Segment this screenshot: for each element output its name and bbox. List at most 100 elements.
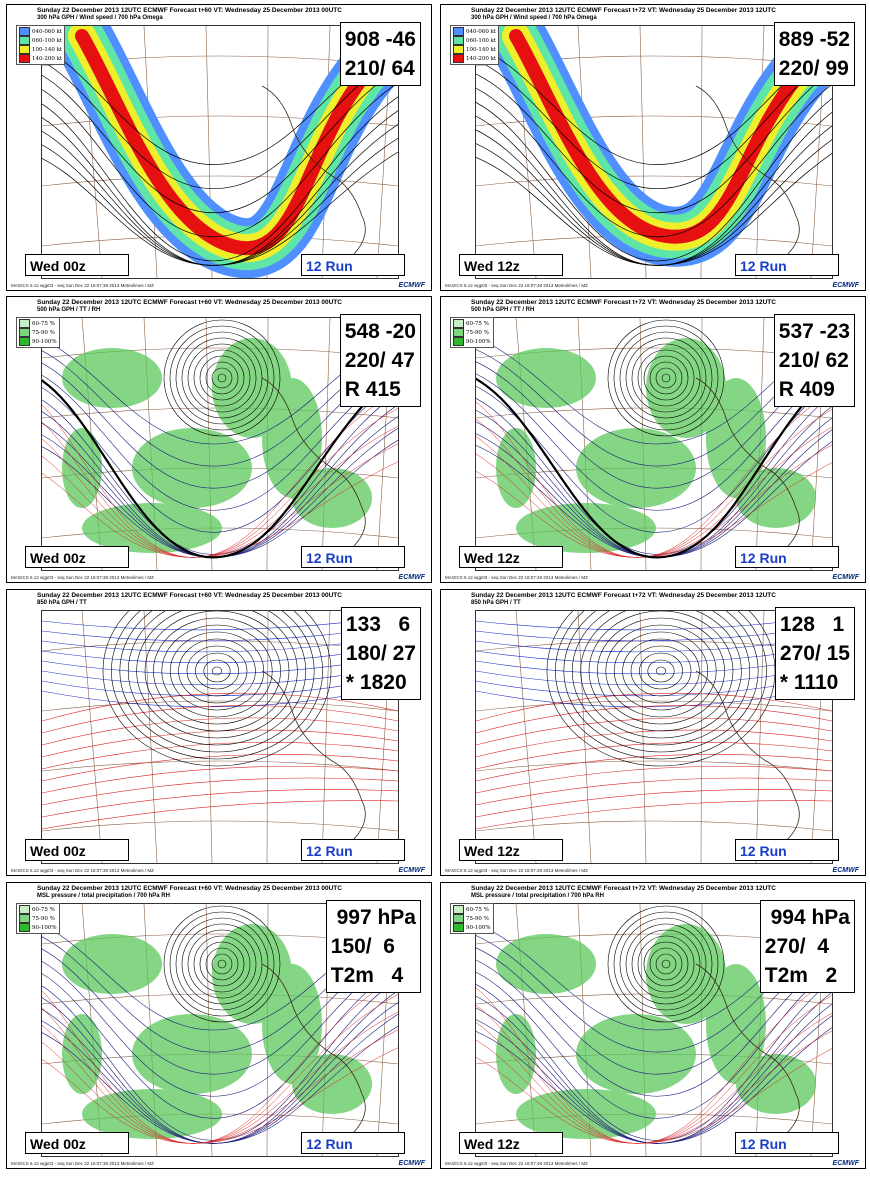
- ecmwf-logo: ECMWF: [832, 282, 859, 289]
- panel-footer: MAGICS 6.12 wgp03 - seq Sun Dec 22 18:07…: [11, 868, 154, 873]
- weather-map: [475, 317, 833, 571]
- panel-footer: MAGICS 6.12 wgp03 - seq Sun Dec 22 18:07…: [445, 283, 588, 288]
- legend-label: 140-200 kt: [466, 55, 497, 62]
- panel-header: Sunday 22 December 2013 12UTC ECMWF Fore…: [471, 885, 776, 892]
- legend-item: 060-100 kt: [453, 36, 496, 45]
- legend-swatch: [453, 319, 464, 328]
- ecmwf-logo: ECMWF: [398, 574, 425, 581]
- legend-swatch: [453, 923, 464, 932]
- map-canvas: [476, 611, 832, 863]
- legend-swatch: [453, 54, 464, 63]
- legend-item: 75-90 %: [453, 328, 491, 337]
- legend-label: 75-90 %: [32, 329, 55, 336]
- legend-label: 90-100%: [32, 338, 57, 345]
- ecmwf-logo: ECMWF: [832, 1160, 859, 1167]
- valid-day-label: Wed 00z: [25, 839, 129, 861]
- info-box: 537 -23 210/ 62 R 409: [773, 314, 855, 407]
- legend-item: 60-75 %: [19, 905, 57, 914]
- legend-item: 90-100%: [19, 923, 57, 932]
- panel-header: Sunday 22 December 2013 12UTC ECMWF Fore…: [37, 592, 342, 599]
- legend-label: 040-060 kt: [32, 28, 63, 35]
- ecmwf-logo: ECMWF: [398, 867, 425, 874]
- panel-header: Sunday 22 December 2013 12UTC ECMWF Fore…: [471, 7, 776, 14]
- legend-swatch: [19, 54, 30, 63]
- legend: 60-75 % 75-90 % 90-100%: [450, 317, 494, 348]
- legend-item: 140-200 kt: [453, 54, 496, 63]
- panel-header: Sunday 22 December 2013 12UTC ECMWF Fore…: [37, 885, 342, 892]
- panel-header: Sunday 22 December 2013 12UTC ECMWF Fore…: [37, 7, 342, 14]
- panel-subtitle: 500 hPa GPH / TT / RH: [471, 307, 535, 313]
- valid-day-label: Wed 00z: [25, 546, 129, 568]
- valid-day-label: Wed 00z: [25, 1132, 129, 1154]
- legend-swatch: [19, 36, 30, 45]
- panel-subtitle: 300 hPa GPH / Wind speed / 700 hPa Omega: [37, 15, 163, 21]
- map-canvas: [42, 26, 398, 278]
- valid-day-label: Wed 12z: [459, 546, 563, 568]
- legend-swatch: [453, 45, 464, 54]
- map-canvas: [476, 318, 832, 570]
- legend-label: 90-100%: [32, 924, 57, 931]
- legend-swatch: [453, 905, 464, 914]
- legend-label: 75-90 %: [466, 915, 489, 922]
- panel-subtitle: MSL pressure / total precipitation / 700…: [471, 893, 604, 899]
- chart-panel-300hpa-t72: Sunday 22 December 2013 12UTC ECMWF Fore…: [440, 4, 866, 291]
- weather-map: [475, 25, 833, 279]
- legend-swatch: [453, 36, 464, 45]
- legend-label: 140-200 kt: [32, 55, 63, 62]
- panel-subtitle: 850 hPa GPH / TT: [471, 600, 521, 606]
- info-box: 133 6 180/ 27 * 1820: [340, 607, 421, 700]
- legend-item: 140-200 kt: [19, 54, 62, 63]
- chart-panel-300hpa-t60: Sunday 22 December 2013 12UTC ECMWF Fore…: [6, 4, 432, 291]
- run-label: 12 Run: [301, 254, 405, 276]
- weather-map: [41, 610, 399, 864]
- weather-map: [41, 25, 399, 279]
- legend-label: 60-75 %: [32, 320, 55, 327]
- map-canvas: [42, 904, 398, 1156]
- legend-item: 75-90 %: [19, 328, 57, 337]
- legend: 040-060 kt 060-100 kt 100-140 kt 140-200 kt: [16, 25, 66, 65]
- legend-swatch: [19, 45, 30, 54]
- chart-panel-850hpa-t60: Sunday 22 December 2013 12UTC ECMWF Fore…: [6, 589, 432, 876]
- legend-label: 060-100 kt: [466, 37, 497, 44]
- weather-map: [41, 903, 399, 1157]
- chart-panel-msl-t60: Sunday 22 December 2013 12UTC ECMWF Fore…: [6, 882, 432, 1169]
- panel-footer: MAGICS 6.12 wgp03 - seq Sun Dec 22 18:07…: [11, 1161, 154, 1166]
- chart-panel-500hpa-t72: Sunday 22 December 2013 12UTC ECMWF Fore…: [440, 296, 866, 583]
- legend-item: 75-90 %: [453, 914, 491, 923]
- run-label: 12 Run: [735, 546, 839, 568]
- legend-label: 60-75 %: [466, 320, 489, 327]
- legend-swatch: [19, 328, 30, 337]
- legend-label: 60-75 %: [32, 906, 55, 913]
- legend-item: 90-100%: [19, 337, 57, 346]
- weather-map: [41, 317, 399, 571]
- run-label: 12 Run: [735, 839, 839, 861]
- legend-item: 60-75 %: [453, 905, 491, 914]
- run-label: 12 Run: [301, 1132, 405, 1154]
- legend-label: 100-140 kt: [466, 46, 497, 53]
- map-canvas: [476, 26, 832, 278]
- legend-label: 60-75 %: [466, 906, 489, 913]
- panel-header: Sunday 22 December 2013 12UTC ECMWF Fore…: [471, 299, 776, 306]
- panel-subtitle: 850 hPa GPH / TT: [37, 600, 87, 606]
- legend-item: 90-100%: [453, 923, 491, 932]
- info-box: 997 hPa 150/ 6 T2m 4: [325, 900, 421, 993]
- legend: 60-75 % 75-90 % 90-100%: [16, 903, 60, 934]
- ecmwf-logo: ECMWF: [398, 1160, 425, 1167]
- panel-footer: MAGICS 6.12 wgp03 - seq Sun Dec 22 18:07…: [11, 283, 154, 288]
- panel-footer: MAGICS 6.12 wgp03 - seq Sun Dec 22 18:07…: [445, 575, 588, 580]
- legend: 60-75 % 75-90 % 90-100%: [450, 903, 494, 934]
- chart-panel-500hpa-t60: Sunday 22 December 2013 12UTC ECMWF Fore…: [6, 296, 432, 583]
- info-box: 548 -20 220/ 47 R 415: [339, 314, 421, 407]
- legend-label: 100-140 kt: [32, 46, 63, 53]
- valid-day-label: Wed 00z: [25, 254, 129, 276]
- valid-day-label: Wed 12z: [459, 839, 563, 861]
- panel-footer: MAGICS 6.12 wgp03 - seq Sun Dec 22 18:07…: [11, 575, 154, 580]
- legend-label: 060-100 kt: [32, 37, 63, 44]
- legend-label: 75-90 %: [466, 329, 489, 336]
- valid-day-label: Wed 12z: [459, 254, 563, 276]
- legend-swatch: [453, 328, 464, 337]
- legend-item: 100-140 kt: [19, 45, 62, 54]
- legend-label: 040-060 kt: [466, 28, 497, 35]
- panel-header: Sunday 22 December 2013 12UTC ECMWF Fore…: [37, 299, 342, 306]
- run-label: 12 Run: [301, 546, 405, 568]
